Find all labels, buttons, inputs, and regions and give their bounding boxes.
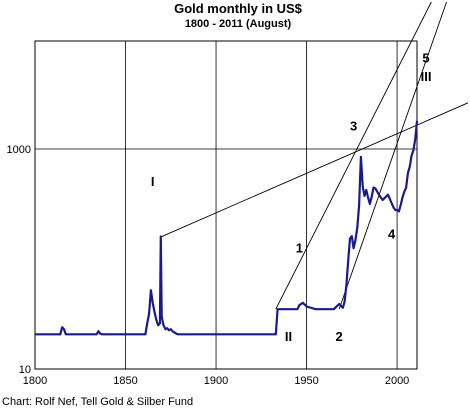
y-tick-label: 10 (19, 364, 31, 376)
wave-label: II (285, 329, 292, 344)
wave-label: 4 (388, 227, 396, 242)
x-tick-label: 1900 (204, 375, 228, 387)
wave-label: 1 (296, 240, 303, 255)
wave-label: 3 (350, 118, 357, 133)
chart-title: Gold monthly in US$ (174, 1, 303, 16)
chart-subtitle: 1800 - 2011 (August) (185, 18, 292, 30)
wave-annotations: I 1 II 2 3 4 5 III (151, 51, 432, 344)
x-tick-label: 2000 (385, 375, 409, 387)
gold-price-line (35, 120, 419, 336)
wave-label: III (421, 69, 432, 84)
chart-credit: Chart: Rolf Nef, Tell Gold & Silber Fund (2, 396, 193, 408)
grid-lines (35, 41, 417, 369)
x-tick-label: 1850 (113, 375, 137, 387)
plot-area (34, 40, 418, 370)
x-tick-label: 1950 (294, 375, 318, 387)
wave-label: 5 (422, 51, 429, 66)
wave-label: I (151, 174, 155, 189)
axis-tick-labels: 1800 1850 1900 1950 2000 10 1000 (7, 144, 410, 387)
price-series (35, 120, 419, 336)
trend-line (275, 1, 432, 310)
x-tick-label: 1800 (23, 375, 47, 387)
y-tick-label: 1000 (7, 144, 31, 156)
wave-label: 2 (336, 329, 343, 344)
trend-line (338, 1, 447, 310)
